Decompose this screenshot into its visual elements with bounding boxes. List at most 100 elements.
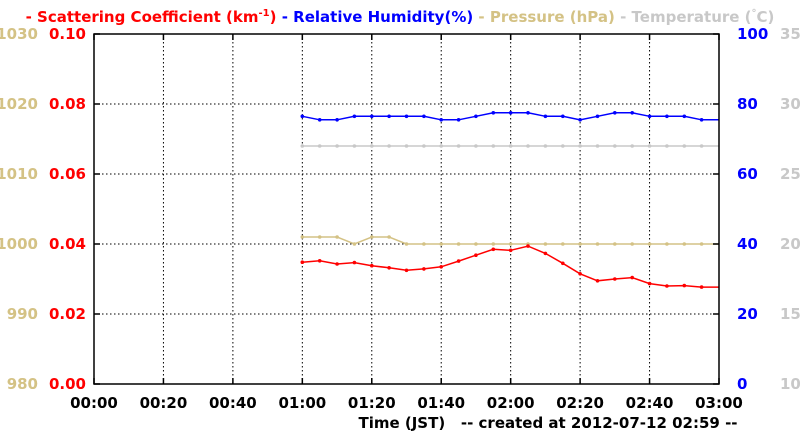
humidity-tick-label: 40: [737, 235, 758, 253]
x-axis-label: Time (JST) -- created at 2012-07-12 02:5…: [358, 414, 737, 432]
pressure-point: [352, 242, 357, 246]
temperature-point: [474, 144, 478, 148]
humidity-point: [370, 114, 374, 119]
humidity-point: [335, 118, 339, 122]
temperature-point: [317, 144, 322, 148]
scattering-point: [508, 248, 513, 253]
scattering-tick-label: 0.08: [49, 95, 86, 113]
scattering-tick-label: 0.02: [49, 305, 86, 323]
scattering-point: [543, 251, 548, 256]
scattering-series: [300, 244, 719, 289]
temperature-tick-label: 15: [780, 305, 800, 323]
scattering-point: [474, 253, 478, 257]
scattering-point: [352, 260, 357, 265]
temperature-tick-label: 10: [780, 375, 800, 393]
chart-legend: - Scattering Coefficient (km-1) - Relati…: [26, 8, 775, 26]
temperature-point: [526, 144, 530, 148]
humidity-point: [699, 118, 704, 122]
scattering-point: [335, 262, 339, 266]
humidity-point: [352, 114, 357, 119]
humidity-tick-label: 0: [737, 375, 747, 393]
x-tick-label: 00:40: [209, 394, 257, 412]
scattering-point: [682, 283, 687, 288]
temperature-tick-label: 30: [780, 95, 800, 113]
pressure-point: [613, 242, 617, 246]
humidity-tick-label: 80: [737, 95, 758, 113]
scattering-tick-label: 0.00: [49, 375, 86, 393]
x-tick-label: 01:00: [278, 394, 326, 412]
legend-scattering: - Scattering Coefficient (km-1): [26, 8, 277, 26]
pressure-tick-label: 1000: [0, 235, 38, 253]
humidity-point: [613, 111, 617, 115]
temperature-tick-label: 25: [780, 165, 800, 183]
scattering-point: [561, 261, 565, 266]
pressure-point: [474, 242, 478, 246]
pressure-tick-label: 1020: [0, 95, 38, 113]
temperature-point: [543, 144, 548, 148]
scattering-point: [300, 260, 305, 265]
x-tick-label: 02:40: [626, 394, 674, 412]
humidity-point: [508, 111, 513, 115]
scattering-point: [317, 259, 322, 263]
pressure-point: [422, 242, 426, 246]
pressure-tick-label: 980: [7, 375, 38, 393]
pressure-point: [439, 242, 444, 246]
pressure-point: [595, 242, 600, 246]
temperature-point: [561, 144, 565, 148]
tick-marks: [93, 33, 720, 385]
scattering-point: [422, 267, 426, 271]
temperature-point: [335, 144, 339, 148]
scattering-point: [699, 285, 704, 289]
humidity-tick-label: 20: [737, 305, 758, 323]
pressure-series: [300, 235, 719, 246]
temperature-point: [595, 144, 600, 148]
pressure-point: [456, 242, 461, 246]
pressure-point: [543, 242, 548, 246]
scattering-point: [404, 268, 409, 273]
pressure-point: [647, 242, 652, 246]
pressure-point: [508, 242, 513, 246]
temperature-point: [456, 144, 461, 148]
temperature-point: [613, 144, 617, 148]
scattering-point: [630, 275, 634, 280]
temperature-point: [647, 144, 652, 148]
x-tick-label: 02:20: [556, 394, 604, 412]
humidity-point: [387, 114, 391, 119]
temperature-point: [404, 144, 409, 148]
pressure-point: [335, 235, 339, 239]
humidity-point: [439, 118, 444, 122]
pressure-point: [370, 235, 374, 239]
temperature-point: [630, 144, 634, 148]
scattering-point: [526, 244, 530, 248]
scattering-point: [647, 281, 652, 286]
x-tick-label: 02:00: [487, 394, 535, 412]
temperature-point: [352, 144, 357, 148]
temperature-tick-label: 35: [780, 25, 800, 43]
humidity-point: [456, 118, 461, 122]
legend-pressure: - Pressure (hPa): [473, 8, 615, 26]
scattering-point: [491, 247, 496, 252]
pressure-point: [561, 242, 565, 246]
temperature-point: [491, 144, 496, 148]
temperature-point: [370, 144, 374, 148]
x-tick-label: 01:20: [348, 394, 396, 412]
humidity-point: [595, 114, 600, 119]
humidity-point: [422, 114, 426, 119]
pressure-tick-label: 990: [7, 305, 38, 323]
scattering-point: [387, 266, 391, 270]
humidity-point: [317, 118, 322, 122]
humidity-tick-label: 100: [737, 25, 768, 43]
humidity-point: [543, 114, 548, 119]
temperature-point: [665, 144, 669, 148]
humidity-point: [526, 111, 530, 115]
scattering-tick-label: 0.04: [49, 235, 86, 253]
humidity-point: [665, 114, 669, 119]
temperature-point: [699, 144, 704, 148]
pressure-point: [387, 235, 391, 239]
scattering-tick-label: 0.10: [49, 25, 86, 43]
humidity-point: [491, 111, 496, 115]
x-tick-label: 00:20: [140, 394, 188, 412]
pressure-tick-label: 1030: [0, 25, 38, 43]
scattering-point: [578, 272, 582, 276]
